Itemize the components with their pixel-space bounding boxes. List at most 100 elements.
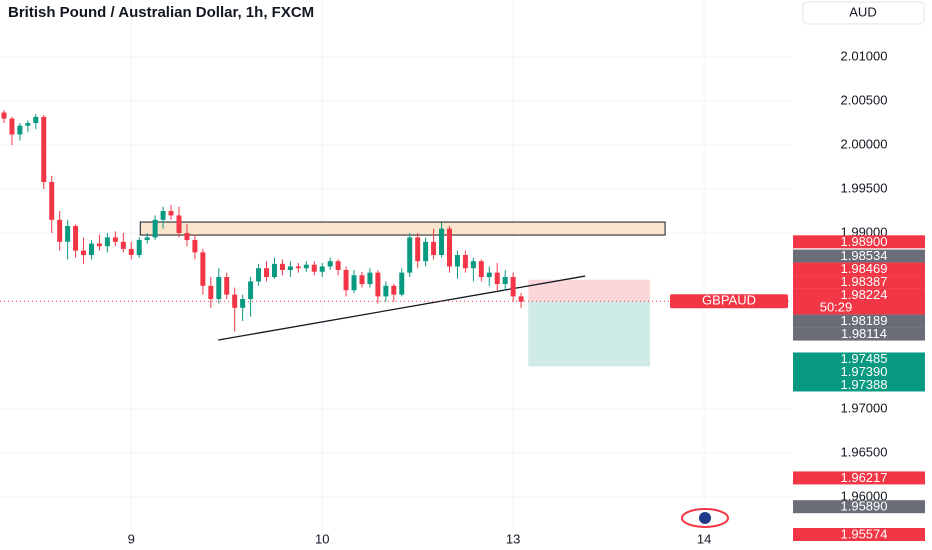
- logo-icon: [681, 508, 729, 528]
- candle-body: [200, 252, 206, 286]
- symbol-badge: [670, 294, 788, 309]
- candle-body: [454, 255, 460, 267]
- candle-body: [431, 241, 437, 256]
- candle-body: [478, 261, 484, 278]
- y-tick-label: 2.01000: [841, 48, 888, 63]
- candle-body: [327, 261, 333, 267]
- candle-body: [57, 219, 63, 242]
- price-badge: [793, 249, 925, 263]
- candle-body: [351, 275, 357, 291]
- candle-body: [494, 272, 500, 285]
- candle-body: [502, 277, 508, 285]
- candle-body: [9, 118, 15, 135]
- candle-body: [136, 240, 142, 256]
- price-badge: [793, 262, 925, 276]
- candle-body: [120, 241, 126, 249]
- price-badge-label: 1.98114: [841, 326, 887, 341]
- currency-button[interactable]: [802, 1, 925, 25]
- price-badge: [793, 528, 925, 542]
- candle-body: [311, 264, 317, 272]
- candle-body: [510, 277, 516, 297]
- candle-body: [359, 275, 365, 285]
- price-badge-label: 1.95890: [841, 499, 888, 514]
- target-zone: [528, 301, 650, 367]
- candle-body: [423, 241, 429, 262]
- price-badge-label: 1.98224: [841, 287, 888, 302]
- candle-body: [287, 266, 293, 270]
- price-badge-label: 1.98387: [841, 274, 888, 289]
- candle-body: [335, 261, 341, 270]
- candle-body: [415, 237, 421, 262]
- candle-body: [256, 268, 262, 282]
- price-badge: [793, 235, 925, 249]
- candle-body: [462, 255, 468, 269]
- candle-body: [279, 263, 285, 270]
- candle-body: [168, 211, 174, 216]
- candle-body: [128, 248, 134, 256]
- candle-body: [367, 272, 373, 285]
- candle-body: [319, 266, 325, 272]
- candle-body: [303, 264, 309, 269]
- price-badge: [793, 471, 925, 485]
- price-badge: [793, 378, 925, 392]
- price-badge-label: 1.98189: [841, 313, 888, 328]
- price-badge-label: 1.97388: [841, 377, 888, 392]
- y-tick-label: 1.99500: [841, 180, 888, 195]
- candle-body: [25, 123, 31, 126]
- stop-zone: [528, 279, 650, 302]
- candle-body: [240, 299, 246, 308]
- candle-body: [518, 296, 524, 302]
- y-tick-label: 2.00500: [841, 92, 888, 107]
- price-badge-label: 1.97485: [841, 351, 888, 366]
- price-badge-label: 1.96217: [841, 470, 888, 485]
- candle-body: [73, 225, 79, 251]
- candle-body: [264, 268, 270, 278]
- candle-body: [65, 225, 71, 242]
- candle-body: [152, 219, 158, 238]
- candle-body: [33, 116, 39, 124]
- candle-body: [160, 211, 166, 220]
- candle-body: [112, 237, 118, 242]
- candle-body: [470, 261, 476, 269]
- candle-body: [407, 237, 413, 273]
- y-tick-label: 1.96500: [841, 444, 888, 459]
- candle-body: [383, 285, 389, 297]
- candle-body: [399, 272, 405, 295]
- price-badge: [793, 352, 925, 366]
- candle-body: [486, 272, 492, 278]
- resistance-zone: [139, 221, 666, 236]
- candle-body: [446, 228, 452, 267]
- candle-body: [343, 269, 349, 291]
- candle-body: [144, 237, 150, 241]
- candle-body: [232, 294, 238, 308]
- candle-body: [271, 263, 277, 278]
- candle-body: [184, 233, 190, 241]
- x-tick-label: 14: [697, 531, 711, 546]
- candle-body: [192, 240, 198, 253]
- candle-body: [1, 112, 7, 119]
- price-badge-label: 1.98469: [841, 261, 888, 276]
- chart-title: British Pound / Australian Dollar, 1h, F…: [8, 4, 314, 21]
- y-tick-label: 1.96000: [841, 488, 888, 503]
- price-badge-label: 1.97390: [841, 364, 888, 379]
- symbol-label: GBPAUD: [702, 293, 756, 308]
- candle-body: [176, 215, 182, 234]
- y-tick-label: 1.97000: [841, 400, 888, 415]
- price-badge: [793, 275, 925, 289]
- candle-body: [96, 243, 102, 247]
- y-tick-label: 2.00000: [841, 136, 888, 151]
- price-badge: [793, 365, 925, 379]
- x-tick-label: 10: [315, 531, 329, 546]
- candle-body: [88, 243, 94, 256]
- currency-label[interactable]: AUD: [849, 4, 876, 19]
- candle-body: [295, 266, 301, 269]
- plot-area: GBPAUD: [0, 0, 790, 530]
- price-badge-label: 1.95574: [841, 526, 888, 541]
- candle-body: [248, 281, 254, 300]
- trendline: [218, 275, 586, 341]
- candle-body: [41, 116, 47, 182]
- price-badge: [793, 500, 925, 514]
- x-tick-label: 13: [506, 531, 520, 546]
- price-badge: [793, 327, 925, 341]
